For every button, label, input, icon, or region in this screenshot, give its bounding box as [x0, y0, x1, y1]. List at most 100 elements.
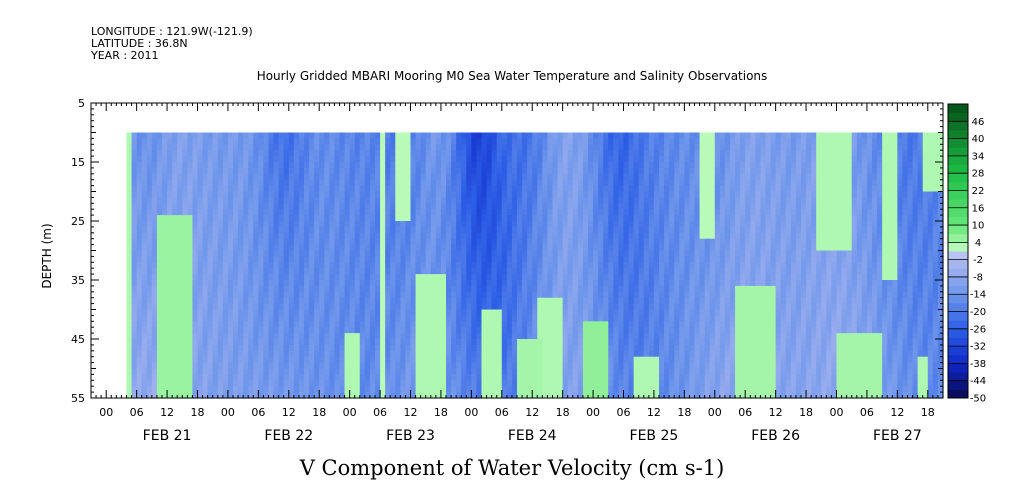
- heatmap-cell: [511, 291, 518, 299]
- heatmap-cell: [496, 191, 503, 198]
- heatmap-cell: [522, 321, 528, 328]
- heatmap-cell: [349, 291, 356, 299]
- heatmap-cell: [187, 362, 194, 370]
- heatmap-cell: [359, 221, 366, 228]
- heatmap-cell: [669, 356, 675, 364]
- heatmap-cell: [319, 392, 325, 399]
- heatmap-cell: [385, 167, 391, 175]
- heatmap-cell: [557, 197, 564, 204]
- heatmap-cell: [674, 144, 680, 151]
- heatmap-cell: [172, 374, 178, 381]
- heatmap-cell: [648, 144, 655, 151]
- heatmap-cell: [684, 162, 691, 169]
- heatmap-cell: [613, 144, 620, 151]
- heatmap-cell: [430, 185, 437, 193]
- heatmap-cell: [339, 374, 346, 381]
- heatmap-cell: [496, 268, 503, 275]
- heatmap-cell: [562, 303, 569, 311]
- heatmap-cell: [496, 333, 503, 340]
- heatmap-cell: [197, 339, 204, 346]
- heatmap-cell: [136, 238, 143, 246]
- heatmap-cell: [202, 386, 209, 393]
- heatmap-cell: [258, 185, 265, 193]
- heatmap-cell: [162, 315, 168, 322]
- heatmap-cell: [146, 285, 153, 293]
- heatmap-cell: [182, 344, 188, 352]
- heatmap-cell: [623, 262, 630, 269]
- heatmap-cell: [192, 179, 199, 187]
- heatmap-cell: [435, 173, 442, 181]
- heatmap-cell: [552, 197, 559, 204]
- heatmap-cell: [532, 138, 538, 145]
- heatmap-cell: [653, 268, 660, 275]
- heatmap-cell: [481, 309, 488, 316]
- heatmap-cell: [532, 167, 538, 175]
- heatmap-cell: [298, 150, 305, 157]
- heatmap-cell: [532, 303, 538, 311]
- heatmap-cell: [532, 350, 538, 358]
- heatmap-cell: [522, 303, 528, 311]
- heatmap-cell: [182, 197, 188, 204]
- heatmap-cell: [415, 309, 422, 316]
- heatmap-cell: [608, 221, 614, 228]
- heatmap-cell: [496, 392, 503, 399]
- heatmap-cell: [653, 150, 660, 157]
- heatmap-cell: [177, 368, 183, 375]
- heatmap-cell: [446, 203, 452, 210]
- heatmap-cell: [288, 173, 295, 181]
- heatmap-cell: [476, 309, 483, 316]
- heatmap-cell: [243, 321, 249, 328]
- heatmap-cell: [304, 179, 310, 187]
- heatmap-cell: [136, 256, 143, 263]
- heatmap-cell: [162, 173, 168, 181]
- heatmap-cell: [187, 285, 194, 293]
- heatmap-cell: [674, 238, 680, 246]
- heatmap-cell: [659, 256, 665, 263]
- heatmap-cell: [679, 144, 685, 151]
- heatmap-cell: [167, 197, 173, 204]
- heatmap-cell: [430, 268, 437, 275]
- heatmap-cell: [222, 368, 229, 375]
- heatmap-cell: [567, 144, 574, 151]
- heatmap-cell: [141, 374, 148, 381]
- heatmap-cell: [202, 244, 209, 252]
- heatmap-cell: [557, 203, 564, 210]
- heatmap-cell: [491, 309, 498, 316]
- heatmap-cell: [567, 150, 574, 157]
- heatmap-cell: [309, 327, 315, 334]
- heatmap-cell: [354, 362, 361, 370]
- heatmap-cell: [207, 150, 214, 157]
- heatmap-cell: [633, 315, 640, 322]
- heatmap-cell: [501, 280, 508, 287]
- heatmap-cell: [339, 327, 346, 334]
- heatmap-cell: [486, 339, 493, 346]
- heatmap-cell: [136, 368, 143, 375]
- heatmap-cell: [517, 150, 523, 157]
- heatmap-cell: [562, 209, 569, 216]
- heatmap-cell: [334, 380, 341, 387]
- heatmap-cell: [304, 303, 310, 311]
- heatmap-cell: [425, 356, 432, 364]
- heatmap-cell: [349, 256, 356, 263]
- heatmap-cell: [537, 179, 543, 187]
- heatmap-cell: [390, 350, 396, 358]
- heatmap-cell: [623, 209, 630, 216]
- heatmap-cell: [283, 179, 290, 187]
- heatmap-cell: [126, 333, 133, 340]
- heatmap-cell: [339, 256, 346, 263]
- heatmap-cell: [466, 280, 472, 287]
- heatmap-cell: [582, 297, 589, 305]
- heatmap-cell: [456, 374, 462, 381]
- heatmap-cell: [618, 380, 625, 387]
- heatmap-cell: [197, 215, 204, 222]
- heatmap-cell: [177, 268, 183, 275]
- heatmap-cell: [278, 285, 285, 293]
- heatmap-cell: [304, 173, 310, 181]
- heatmap-cell: [395, 274, 401, 281]
- heatmap-cell: [314, 380, 320, 387]
- heatmap-cell: [522, 179, 528, 187]
- heatmap-cell: [684, 185, 691, 193]
- heatmap-cell: [354, 238, 361, 246]
- heatmap-cell: [446, 285, 452, 293]
- heatmap-cell: [359, 197, 366, 204]
